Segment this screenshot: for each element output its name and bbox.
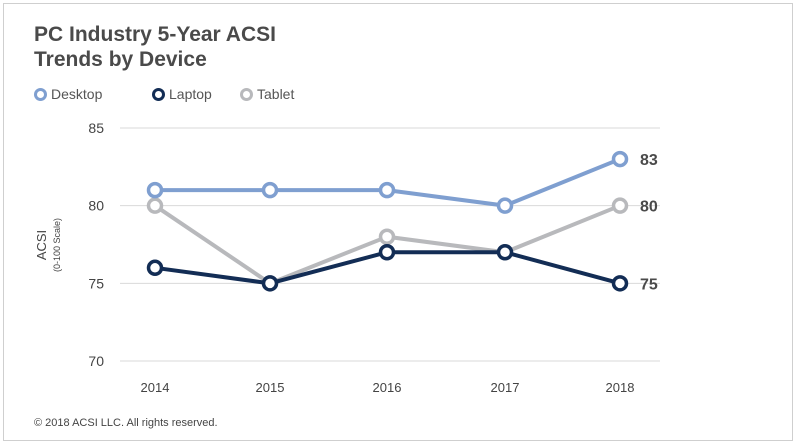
y-axis-label: ACSI — [34, 230, 49, 260]
legend-label: Tablet — [257, 86, 295, 102]
title-line-2: Trends by Device — [34, 48, 207, 71]
data-point-laptop — [496, 244, 514, 261]
data-point-laptop — [146, 259, 164, 277]
data-point-laptop — [378, 244, 396, 261]
data-point-desktop — [611, 150, 629, 168]
legend-item-desktop: Desktop — [34, 86, 102, 102]
data-point-laptop — [611, 275, 629, 292]
legend-marker-desktop — [34, 87, 47, 101]
data-point-tablet — [378, 228, 396, 245]
legend-item-laptop: Laptop — [152, 86, 212, 102]
data-point-tablet — [611, 197, 629, 214]
legend-label: Laptop — [169, 86, 212, 102]
y-tick-label: 70 — [88, 353, 104, 369]
data-point-laptop — [261, 275, 279, 292]
legend-label: Desktop — [51, 86, 103, 102]
data-point-desktop — [378, 181, 396, 199]
y-axis-sublabel: (0-100 Scale) — [52, 218, 62, 272]
chart-frame — [3, 3, 793, 441]
x-tick-label: 2014 — [141, 380, 170, 395]
legend-item-tablet: Tablet — [240, 86, 294, 102]
legend-marker-laptop — [152, 87, 165, 101]
data-point-desktop — [261, 181, 279, 199]
legend-marker-tablet — [240, 87, 253, 101]
y-tick-label: 85 — [88, 120, 104, 136]
x-tick-label: 2015 — [256, 380, 285, 395]
x-tick-label: 2018 — [606, 380, 635, 395]
copyright: © 2018 ACSI LLC. All rights reserved. — [34, 417, 218, 429]
x-tick-label: 2016 — [373, 380, 402, 395]
data-point-desktop — [496, 197, 514, 214]
title-line-1: PC Industry 5-Year ACSI — [34, 23, 276, 46]
y-tick-label: 80 — [88, 198, 104, 214]
data-point-tablet — [146, 197, 164, 214]
y-tick-label: 75 — [88, 275, 104, 291]
x-tick-label: 2017 — [491, 380, 520, 395]
end-label-desktop: 83 — [640, 152, 658, 169]
data-point-desktop — [146, 181, 164, 199]
end-label-laptop: 75 — [640, 276, 658, 293]
end-label-tablet: 80 — [640, 199, 658, 216]
chart-title: PC Industry 5-Year ACSI Trends by Device — [34, 22, 354, 72]
